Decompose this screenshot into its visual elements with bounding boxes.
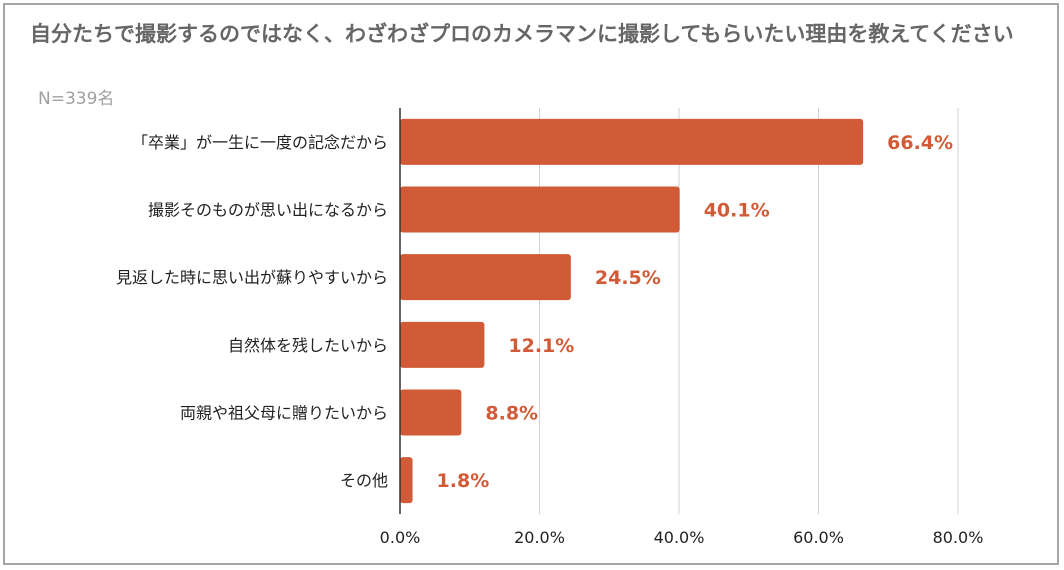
data-label: 66.4% — [887, 132, 953, 154]
data-label: 40.1% — [704, 200, 770, 222]
data-label: 8.8% — [485, 403, 538, 425]
category-label: 撮影そのものが思い出になるから — [148, 201, 388, 220]
category-labels: 「卒業」が一生に一度の記念だから撮影そのものが思い出になるから見返した時に思い出… — [116, 133, 388, 490]
bar — [400, 186, 680, 233]
data-label: 24.5% — [595, 267, 661, 289]
category-label: 「卒業」が一生に一度の記念だから — [132, 133, 388, 152]
data-label: 1.8% — [437, 470, 490, 492]
bars — [400, 118, 864, 504]
bar — [400, 118, 864, 165]
category-label: 両親や祖父母に贈りたいから — [180, 404, 388, 423]
data-labels: 66.4% 40.1% 24.5% 12.1% 8.8% 1.8% — [437, 132, 954, 492]
x-tick-label: 80.0% — [933, 528, 984, 547]
x-tick-label: 40.0% — [654, 528, 705, 547]
grid-lines — [539, 108, 959, 514]
bar — [400, 254, 571, 301]
x-tick-label: 0.0% — [380, 528, 421, 547]
x-tick-label: 60.0% — [793, 528, 844, 547]
category-label: 自然体を残したいから — [228, 336, 388, 355]
category-label: その他 — [340, 471, 388, 490]
bar — [400, 321, 485, 368]
x-tick-label: 20.0% — [514, 528, 565, 547]
bar — [400, 457, 413, 504]
chart-title: 自分たちで撮影するのではなく、わざわざプロのカメラマンに撮影してもらいたい理由を… — [30, 22, 1014, 46]
chart-subtitle: N=339名 — [38, 89, 115, 109]
bar — [400, 389, 462, 436]
x-tick-labels: 0.0% 20.0% 40.0% 60.0% 80.0% — [380, 528, 984, 547]
category-label: 見返した時に思い出が蘇りやすいから — [116, 268, 388, 287]
data-label: 12.1% — [508, 335, 574, 357]
